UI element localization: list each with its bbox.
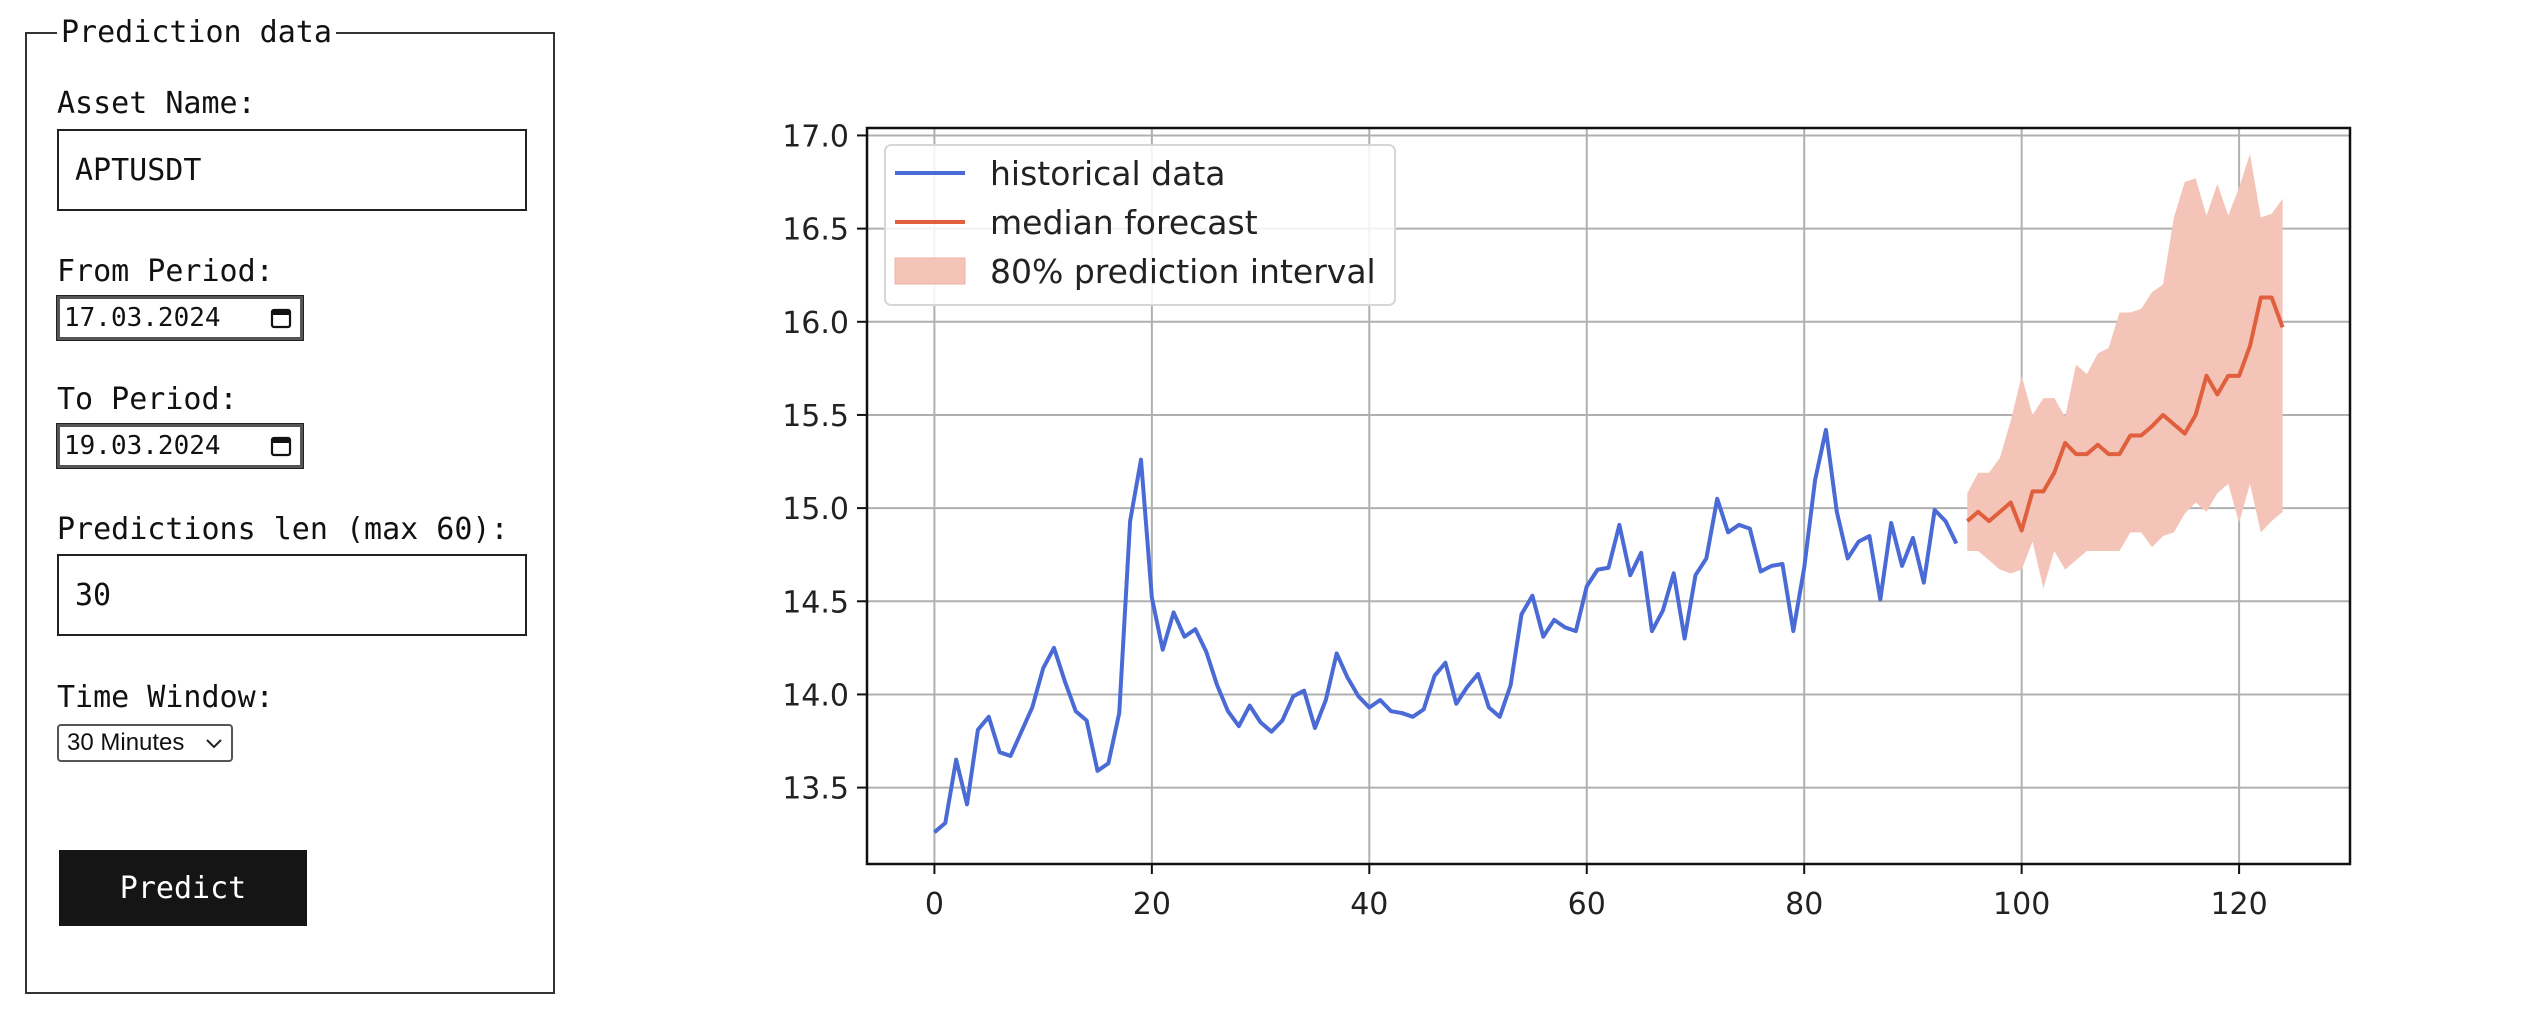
- from-period-value: 17.03.2024: [64, 303, 221, 333]
- x-tick-label: 40: [1350, 887, 1388, 922]
- predictions-len-input[interactable]: [57, 554, 527, 636]
- predict-button[interactable]: Predict: [59, 850, 307, 926]
- chevron-down-icon: [206, 739, 222, 749]
- axes-frame: [865, 126, 2352, 866]
- y-tick-label: 15.5: [782, 399, 849, 434]
- legend-box: [884, 144, 1396, 306]
- time-window-label: Time Window:: [57, 680, 274, 715]
- y-tick-label: 13.5: [782, 772, 849, 807]
- x-tick-label: 80: [1785, 887, 1823, 922]
- time-window-select[interactable]: 30 Minutes: [57, 724, 233, 762]
- historical-data-line: [933, 427, 1959, 834]
- y-tick-label: 16.5: [782, 213, 849, 248]
- from-period-input[interactable]: 17.03.2024: [56, 295, 304, 341]
- from-period-label: From Period:: [57, 254, 274, 289]
- to-period-input[interactable]: 19.03.2024: [56, 423, 304, 469]
- legend-label-historical-data: historical data: [990, 154, 1226, 193]
- to-period-label: To Period:: [57, 382, 238, 417]
- prediction-interval-band: [1967, 154, 2283, 589]
- prediction-form: Prediction data Asset Name: From Period:…: [25, 15, 555, 994]
- asset-name-label: Asset Name:: [57, 86, 256, 121]
- x-tick-label: 120: [2210, 887, 2267, 922]
- x-tick-label: 20: [1133, 887, 1171, 922]
- legend-label-prediction-interval: 80% prediction interval: [990, 252, 1376, 291]
- asset-name-input[interactable]: [57, 129, 527, 211]
- time-window-value: 30 Minutes: [67, 729, 185, 756]
- y-tick-label: 15.0: [782, 492, 849, 527]
- form-legend: Prediction data: [57, 15, 336, 51]
- x-tick-label: 0: [925, 887, 944, 922]
- median-forecast-line: [1965, 295, 2285, 533]
- x-tick-label: 60: [1568, 887, 1606, 922]
- legend-swatch-prediction-interval: [894, 257, 966, 285]
- to-period-value: 19.03.2024: [64, 431, 221, 461]
- y-tick-label: 17.0: [782, 119, 849, 154]
- y-tick-label: 16.0: [782, 306, 849, 341]
- y-tick-label: 14.0: [782, 678, 849, 713]
- calendar-icon[interactable]: [270, 307, 292, 329]
- legend-label-median-forecast: median forecast: [990, 203, 1258, 242]
- calendar-icon[interactable]: [270, 435, 292, 457]
- predictions-len-label: Predictions len (max 60):: [57, 512, 509, 547]
- y-tick-label: 14.5: [782, 585, 849, 620]
- x-tick-label: 100: [1993, 887, 2050, 922]
